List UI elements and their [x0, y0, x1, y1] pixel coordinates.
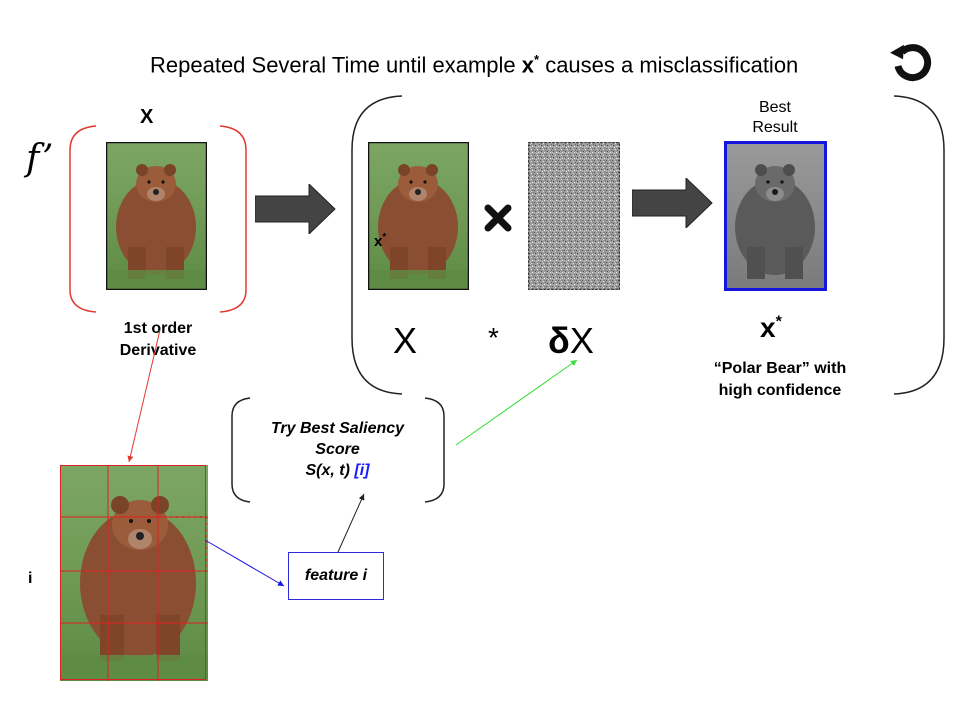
equation-times: *: [488, 322, 499, 353]
perturbed-bear-image: [368, 142, 469, 290]
derivative-label-line1: 1st order: [123, 320, 193, 337]
title-text: Repeated Several Time until example: [150, 52, 522, 78]
saliency-index: [i]: [354, 462, 370, 479]
best-result-line1: Best: [758, 99, 791, 116]
inner-x-star-label: x*: [374, 232, 386, 250]
output-caption-line1: “Polar Bear” with: [713, 360, 847, 377]
refresh-icon: [890, 44, 932, 82]
arrow-right-icon-2: [632, 178, 713, 228]
black-bracket-right: [893, 95, 945, 395]
output-caption: “Polar Bear” with high confidence: [690, 358, 870, 402]
saliency-formula-line: S(x, t) [i]: [240, 460, 435, 481]
saliency-formula: S(x, t): [305, 462, 355, 479]
delta-symbol: δ: [548, 320, 570, 361]
blue-arrow: [204, 539, 285, 587]
delta-var: X: [569, 320, 594, 361]
best-result-label: Best Result: [720, 98, 830, 138]
saliency-score-block: Try Best Saliency Score S(x, t) [i]: [240, 418, 435, 481]
black-bracket-left: [351, 95, 403, 395]
input-bear-image: [106, 142, 207, 290]
title-text-end: causes a misclassification: [539, 52, 799, 78]
saliency-bracket-right: [424, 397, 445, 503]
inner-x-sup: *: [382, 232, 387, 243]
inner-x-var: x: [374, 233, 383, 250]
red-arrow: [127, 329, 161, 463]
derivative-label: 1st order Derivative: [98, 318, 218, 362]
input-label: X: [140, 106, 154, 128]
red-bracket-right: [219, 125, 247, 313]
title-var: x: [521, 52, 535, 78]
saliency-line2: Score: [315, 441, 360, 458]
output-caption-line2: high confidence: [718, 382, 842, 399]
grid-index-label: i: [28, 570, 33, 587]
equation-x: X: [393, 320, 418, 361]
dark-arrow: [337, 493, 365, 553]
best-result-line2: Result: [752, 119, 798, 136]
output-var: x: [760, 312, 776, 343]
title-sup: *: [534, 52, 540, 67]
arrow-right-icon: [255, 184, 336, 234]
saliency-line1: Try Best Saliency: [270, 420, 405, 437]
output-sup: *: [775, 313, 782, 331]
red-bracket-left: [69, 125, 97, 313]
feature-box: feature i: [288, 552, 384, 600]
output-x-star: x*: [760, 312, 782, 344]
diagram-title: Repeated Several Time until example x* c…: [150, 52, 880, 78]
saliency-bracket-left: [231, 397, 251, 503]
derivative-symbol: f’: [26, 138, 54, 179]
result-bear-image: [724, 141, 827, 291]
equation-delta-x: δX: [548, 320, 594, 362]
multiply-icon: [484, 204, 512, 232]
gridded-bear-image: [60, 465, 208, 681]
noise-image: [528, 142, 620, 290]
derivative-label-line2: Derivative: [119, 342, 197, 359]
green-arrow: [455, 359, 578, 446]
